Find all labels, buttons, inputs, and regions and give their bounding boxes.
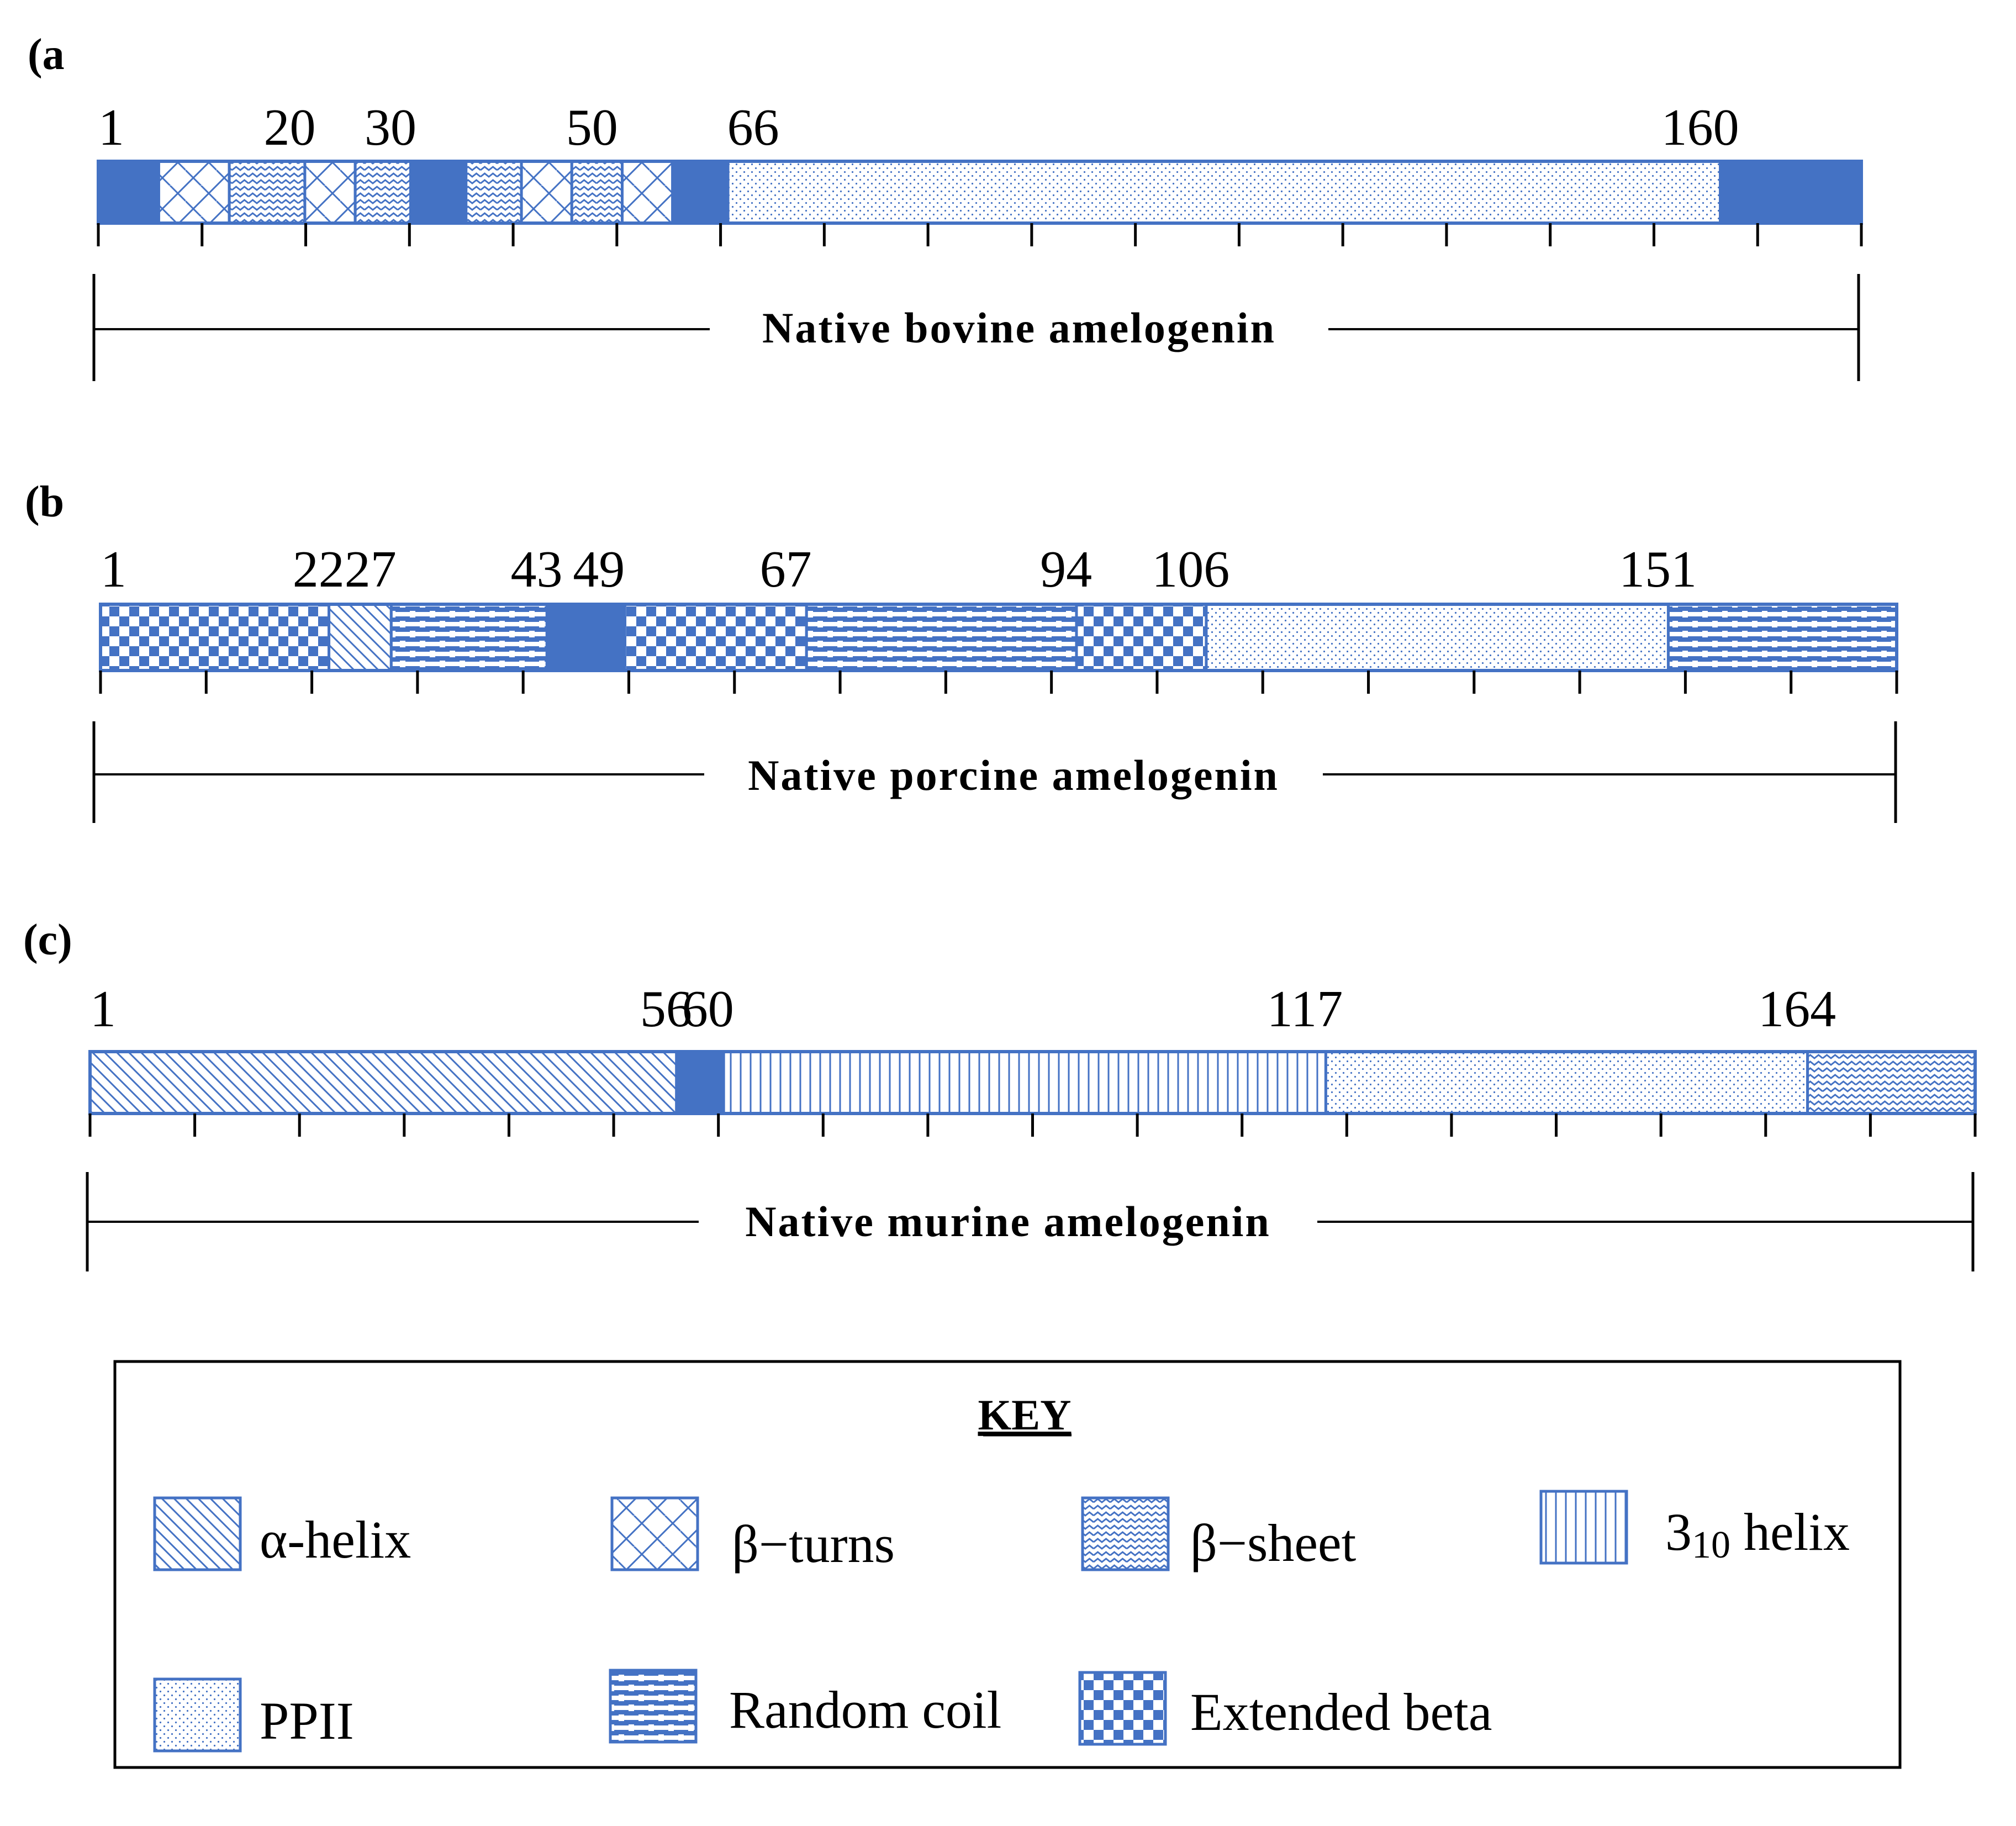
segment-beta-sheet: [465, 160, 523, 225]
key-item-beta-turns: β−turns: [610, 1496, 895, 1574]
key-item-alpha-helix: α-helix: [153, 1496, 411, 1571]
segment-ppii: [726, 160, 1722, 225]
segment-beta-sheet: [1806, 1050, 1977, 1115]
segment-random-coil: [1666, 603, 1898, 672]
segment-alpha-helix: [328, 603, 393, 672]
key-label-alpha-helix: α-helix: [260, 1510, 411, 1569]
residue-number-label: 56: [640, 980, 692, 1038]
protein-title: Native porcine amelogenin: [748, 751, 1279, 799]
protein-title: Native murine amelogenin: [745, 1197, 1271, 1246]
key-legend: KEY α-helix β−turns β−sheet 310 helix PPII Ran…: [113, 1360, 1902, 1769]
segment-random-coil: [805, 603, 1078, 672]
segment-solid: [1719, 160, 1863, 225]
protein-title: Native bovine amelogenin: [762, 304, 1276, 352]
key-item-beta-sheet: β−sheet: [1081, 1496, 1357, 1572]
panel-b: (b 1 22 27 43 49 67 94 106 151 Native porcine amel…: [25, 478, 1898, 823]
residue-number-label: 22: [293, 541, 345, 598]
residue-number-label: 30: [365, 99, 416, 156]
key-label-extended-beta: Extended beta: [1190, 1682, 1492, 1741]
key-item-extended-beta: Extended beta: [1078, 1671, 1492, 1746]
segment-beta-sheet: [228, 160, 307, 225]
sequence-bar-outline: [97, 160, 1863, 225]
panel-label: (c): [23, 916, 72, 964]
key-label-ppii: PPII: [260, 1691, 354, 1750]
segment-alpha-helix: [88, 1050, 678, 1115]
segment-solid: [545, 603, 626, 672]
key-swatch-ppii: [153, 1677, 242, 1753]
segment-three-ten-helix: [722, 1050, 1327, 1115]
residue-number-label: 20: [264, 99, 316, 156]
panel-a: (a 1 20 30 50 66 160 Native bovine amelogenin: [28, 30, 1863, 381]
segment-beta-sheet: [570, 160, 624, 225]
segment-extended-beta: [623, 603, 808, 672]
key-swatch-extended-beta: [1078, 1671, 1167, 1746]
key-swatch-beta-turns: [610, 1496, 699, 1571]
sequence-bar-outline: [99, 603, 1898, 672]
residue-number-label: 27: [345, 541, 397, 598]
residue-number-label: 60: [682, 980, 734, 1038]
key-item-ppii: PPII: [153, 1677, 354, 1753]
segment-ppii: [1205, 603, 1670, 672]
segment-extended-beta: [99, 603, 331, 672]
residue-number-label: 50: [566, 99, 618, 156]
residue-number-label: 160: [1661, 99, 1739, 156]
segment-ppii: [1324, 1050, 1809, 1115]
key-swatch-three-ten-helix: [1539, 1490, 1628, 1565]
residue-number-label: 1: [98, 99, 124, 156]
segment-beta-turns: [520, 160, 573, 225]
segment-solid: [675, 1050, 725, 1115]
panel-label: (a: [28, 30, 65, 79]
segment-extended-beta: [1075, 603, 1208, 672]
key-item-three-ten-helix: 310 helix: [1539, 1490, 1850, 1566]
segment-solid: [409, 160, 468, 225]
residue-number-label: 94: [1040, 541, 1092, 598]
segment-beta-sheet: [353, 160, 412, 225]
segment-beta-turns: [157, 160, 231, 225]
segment-random-coil: [389, 603, 548, 672]
segment-beta-turns: [620, 160, 674, 225]
key-item-random-coil: Random coil: [609, 1669, 1001, 1744]
key-swatch-beta-sheet: [1081, 1496, 1170, 1571]
segment-beta-turns: [303, 160, 357, 225]
residue-number-label: 43: [511, 541, 563, 598]
residue-number-label: 66: [727, 99, 779, 156]
key-title: KEY: [978, 1391, 1071, 1439]
residue-number-label: 67: [760, 541, 812, 598]
key-label-beta-turns: β−turns: [732, 1514, 895, 1574]
key-swatch-random-coil: [609, 1669, 698, 1744]
residue-number-label: 106: [1152, 541, 1229, 598]
residue-number-label: 49: [573, 541, 625, 598]
residue-number-label: 1: [90, 980, 116, 1038]
panel-label: (b: [25, 478, 64, 526]
key-swatch-alpha-helix: [153, 1496, 242, 1571]
residue-number-label: 151: [1619, 541, 1697, 598]
key-label-three-ten-helix: 310 helix: [1665, 1502, 1850, 1566]
residue-number-label: 1: [101, 541, 126, 598]
segment-solid: [671, 160, 730, 225]
key-label-beta-sheet: β−sheet: [1190, 1513, 1357, 1572]
segment-solid: [97, 160, 160, 225]
key-label-random-coil: Random coil: [729, 1680, 1001, 1739]
residue-number-label: 117: [1267, 980, 1343, 1038]
residue-number-label: 164: [1758, 980, 1836, 1038]
